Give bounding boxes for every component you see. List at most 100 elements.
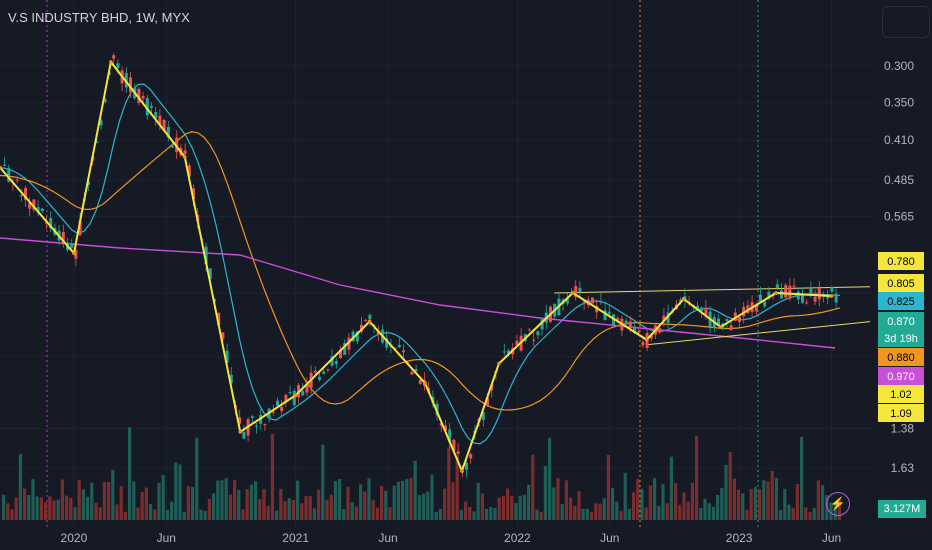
candle-body <box>578 287 582 293</box>
candle-body <box>229 374 233 384</box>
volume-bar <box>266 506 270 520</box>
volume-bar <box>438 508 442 520</box>
candle-body <box>326 369 330 371</box>
volume-bar <box>741 493 745 520</box>
volume-bar <box>577 491 581 520</box>
candle-body <box>376 331 380 335</box>
candle-body <box>19 195 23 197</box>
volume-bar <box>804 507 808 520</box>
candle-body <box>280 406 284 412</box>
volume-bar <box>657 505 661 520</box>
candle-body <box>339 349 342 359</box>
candle-body <box>792 285 796 287</box>
candle-body <box>767 291 771 299</box>
volume-bar <box>27 494 31 520</box>
volume-bar <box>18 454 22 520</box>
volume-bar <box>73 507 77 520</box>
volume-bar <box>86 496 90 520</box>
volume-bar <box>182 511 186 520</box>
candle-body <box>7 168 11 182</box>
volume-bar <box>157 482 161 520</box>
candle-body <box>738 316 741 322</box>
volume-bar <box>669 456 673 520</box>
candle-body <box>624 320 628 325</box>
volume-bar <box>48 496 52 520</box>
volume-bar <box>791 507 795 520</box>
volume-bar <box>455 458 459 520</box>
lightning-icon[interactable]: ⚡ <box>826 492 850 516</box>
volume-bar <box>279 488 283 520</box>
candle-body <box>582 301 586 303</box>
volume-bar <box>258 499 262 520</box>
volume-bar <box>472 511 476 520</box>
volume-bar <box>552 487 556 520</box>
volume-bar <box>10 509 14 520</box>
volume-bar <box>296 480 300 520</box>
volume-bar <box>821 485 825 520</box>
volume-bar <box>409 477 413 520</box>
volume-bar <box>228 494 232 520</box>
volume-bar <box>611 487 615 520</box>
price-tag-label: 0.805 <box>887 278 915 290</box>
time-axis[interactable]: 2020 Jun 2021 Jun 2022 Jun 2023 Jun <box>61 531 842 545</box>
candle-body <box>637 331 641 333</box>
volume-bar <box>480 493 484 520</box>
volume-bar <box>245 489 249 520</box>
volume-bar <box>413 460 417 520</box>
volume-bar <box>766 481 770 520</box>
volume-bar <box>342 508 346 520</box>
candle-body <box>70 243 74 248</box>
candle-body <box>700 307 704 312</box>
pivot-marker <box>423 381 427 385</box>
candle-body <box>754 305 758 312</box>
candle-body <box>150 105 153 108</box>
pivot-marker <box>460 469 464 473</box>
channel-lower-line <box>646 321 871 346</box>
settings-button[interactable] <box>882 6 930 38</box>
volume-bar <box>543 466 547 520</box>
volume-bar <box>447 447 451 520</box>
volume-bar <box>237 489 241 520</box>
volume-bar <box>136 507 140 520</box>
price-tag-label: 0.825 <box>887 296 915 308</box>
channel-upper-line <box>554 286 871 294</box>
volume-bar <box>703 498 707 520</box>
candle-body <box>242 431 246 439</box>
volume-bar <box>590 511 594 520</box>
volume-bar <box>795 483 799 520</box>
volume-bar <box>501 495 505 520</box>
candle-body <box>137 88 141 103</box>
candle-body <box>368 314 372 320</box>
price-axis[interactable]: 0.300 0.350 0.410 0.485 0.565 1.38 1.63 <box>884 59 914 475</box>
candle-body <box>360 324 363 332</box>
candle-body <box>250 416 254 418</box>
volume-bar <box>216 480 220 520</box>
volume-bar <box>128 427 132 520</box>
candle-body <box>271 411 275 413</box>
candle-body <box>418 379 422 384</box>
candle-body <box>3 164 6 166</box>
candle-body <box>28 202 32 209</box>
candle-body <box>565 298 569 304</box>
candle-body <box>742 306 746 317</box>
candle-body <box>397 344 401 348</box>
candle-body <box>78 220 82 236</box>
candle-body <box>599 301 603 303</box>
volume-bar <box>707 503 711 520</box>
volume-bar <box>585 508 589 520</box>
candle-body <box>385 338 389 348</box>
candle-body <box>469 454 473 459</box>
volume-bar <box>485 508 489 520</box>
time-tick-label: Jun <box>822 531 841 545</box>
candle-body <box>175 137 179 153</box>
pivot-marker <box>571 291 575 295</box>
candle-body <box>414 369 418 372</box>
candle-body <box>666 312 670 323</box>
candle-body <box>347 337 351 350</box>
volume-bar <box>312 508 316 520</box>
volume-bar <box>350 502 354 520</box>
candle-body <box>679 299 683 302</box>
volume-bar <box>518 495 522 520</box>
volume-bar <box>287 498 291 520</box>
